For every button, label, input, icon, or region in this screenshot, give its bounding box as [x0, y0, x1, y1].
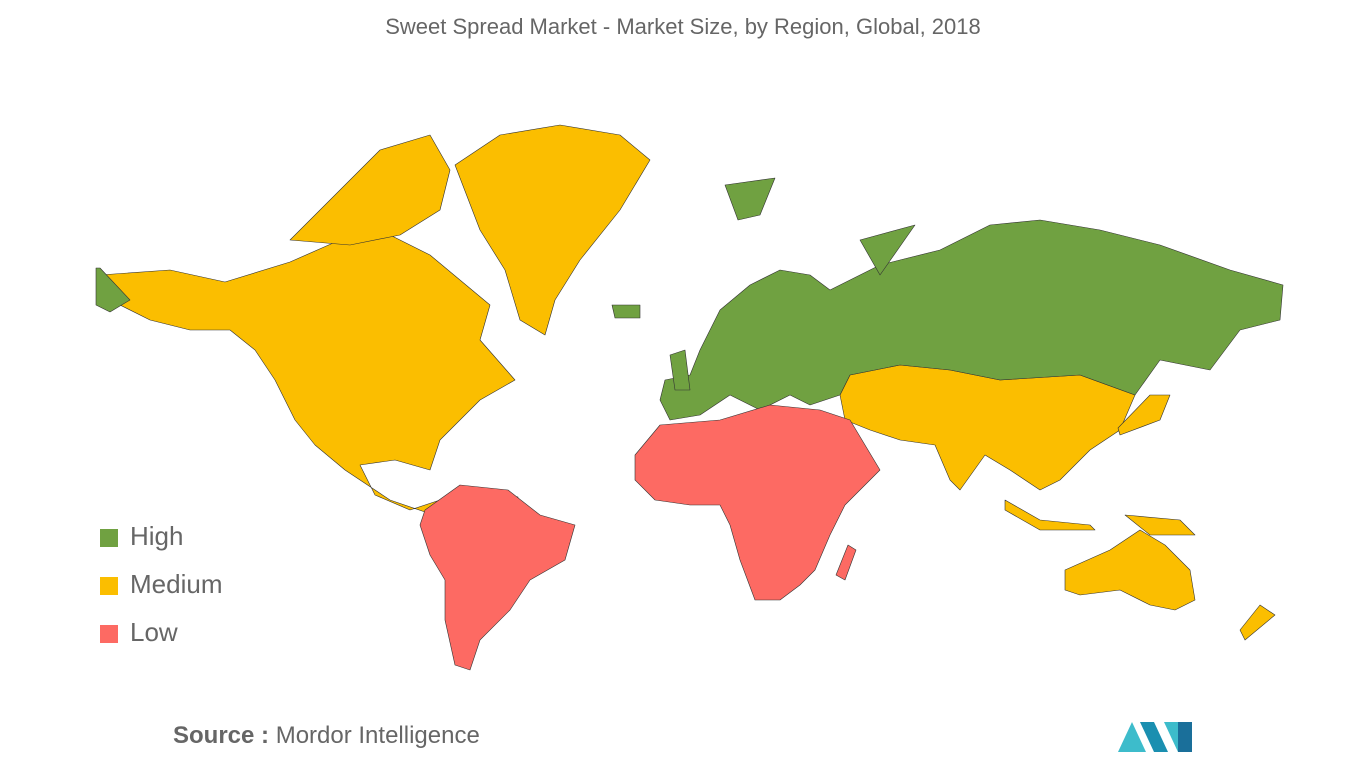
- africa-middle-east: [634, 404, 881, 601]
- madagascar: [835, 544, 857, 581]
- indonesia: [1004, 499, 1096, 531]
- source: Source : Mordor Intelligence: [173, 722, 480, 749]
- asia: [839, 364, 1136, 491]
- new-zealand: [1239, 604, 1276, 641]
- source-text: Mordor Intelligence: [276, 722, 480, 749]
- australia: [1064, 529, 1196, 611]
- legend-swatch: [100, 577, 118, 595]
- legend-label: Low: [130, 617, 178, 647]
- svalbard: [724, 177, 776, 221]
- legend-label: High: [130, 521, 183, 551]
- south-america: [419, 484, 576, 671]
- north-america: [99, 234, 516, 521]
- legend-label: Medium: [130, 569, 222, 599]
- europe-russia: [659, 219, 1284, 421]
- new-guinea: [1124, 514, 1196, 536]
- alaska-tip: [95, 267, 131, 313]
- greenland: [454, 124, 651, 336]
- legend: High Medium Low: [100, 521, 222, 647]
- region-high: [95, 177, 1284, 509]
- iceland: [611, 304, 641, 319]
- legend-swatch: [100, 529, 118, 547]
- logo: [1118, 722, 1192, 752]
- novaya-zemlya: [859, 224, 916, 276]
- great-britain: [669, 349, 691, 391]
- japan: [1117, 394, 1171, 436]
- arctic-islands: [289, 134, 451, 246]
- map-title: Sweet Spread Market - Market Size, by Re…: [385, 14, 981, 39]
- source-label: Source :: [173, 722, 269, 749]
- legend-swatch: [100, 625, 118, 643]
- region-medium: [99, 124, 1276, 641]
- region-low: [419, 404, 881, 671]
